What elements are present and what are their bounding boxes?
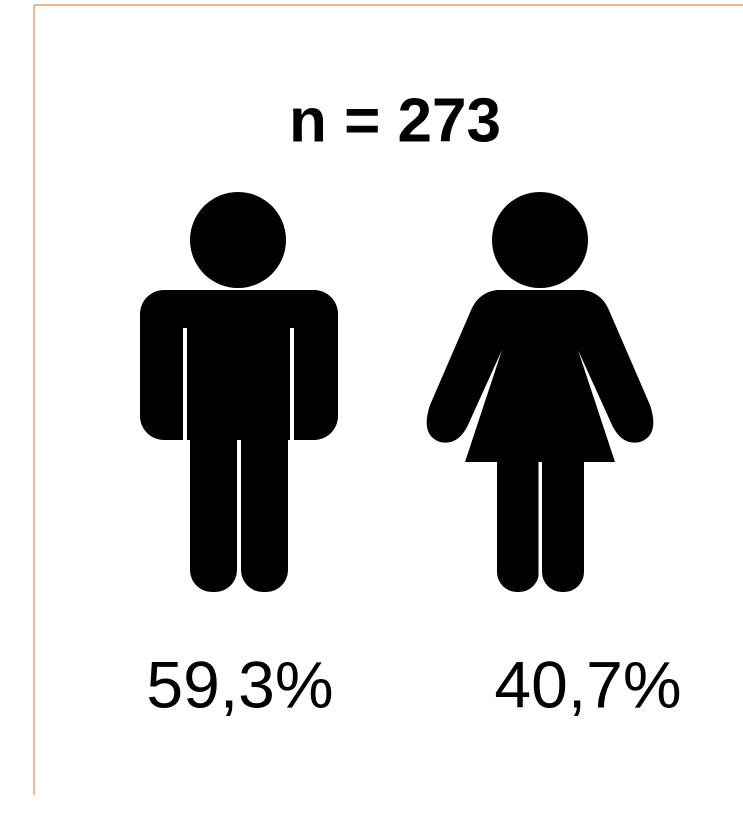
female-label: 40,7% (494, 647, 681, 721)
title: n = 273 (289, 86, 501, 155)
male-icon (140, 192, 338, 592)
male-label: 59,3% (146, 647, 333, 721)
female-icon (426, 192, 654, 592)
